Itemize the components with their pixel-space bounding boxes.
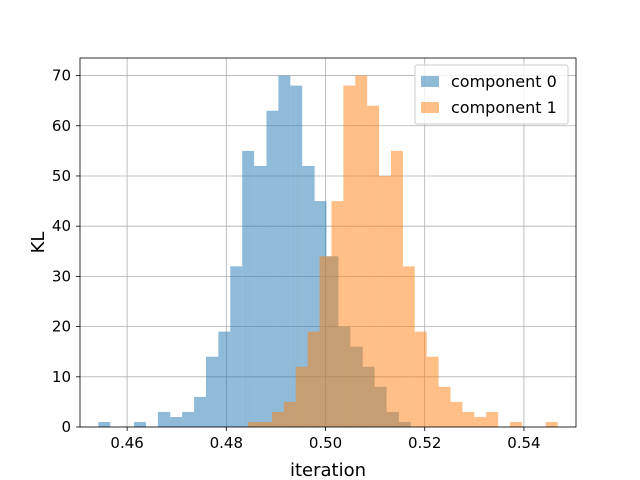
- y-tick-label: 50: [52, 167, 71, 185]
- x-tick-label: 0.48: [210, 434, 243, 452]
- histogram-bar: [319, 256, 332, 427]
- y-tick-label: 70: [52, 67, 71, 85]
- legend: component 0 component 1: [414, 64, 569, 125]
- ticks: 0.46 0.48 0.50 0.52 0.54 0 10 20 30 40 50 60 70: [52, 67, 541, 452]
- histogram-bar: [248, 421, 261, 427]
- y-tick-label: 40: [52, 217, 71, 235]
- histogram-bar: [295, 366, 308, 427]
- histogram-bar: [426, 356, 439, 427]
- histogram-bar: [414, 331, 427, 427]
- x-tick-label: 0.52: [408, 434, 441, 452]
- legend-swatch-component-1: [421, 102, 439, 113]
- legend-label-component-0: component 0: [451, 72, 557, 91]
- histogram-bar: [218, 331, 231, 427]
- histogram-bar: [170, 416, 183, 427]
- plot-frame: [79, 57, 577, 428]
- histogram-bar: [134, 421, 146, 427]
- y-tick-label: 10: [52, 368, 71, 386]
- x-tick-label: 0.50: [309, 434, 342, 452]
- histogram-bar: [194, 396, 206, 427]
- histogram-bar: [438, 386, 451, 427]
- histogram-bar: [402, 266, 415, 427]
- histogram-bar: [307, 331, 320, 427]
- y-tick-label: 60: [52, 117, 71, 135]
- histogram-bar: [157, 411, 171, 427]
- x-tick-label: 0.46: [110, 434, 143, 452]
- histogram-bar: [182, 411, 195, 427]
- histogram-bar: [486, 411, 499, 427]
- histogram-bar: [343, 85, 356, 427]
- legend-label-component-1: component 1: [451, 98, 557, 117]
- histogram-bar: [290, 85, 303, 427]
- legend-box: [414, 64, 569, 125]
- histogram-bar: [205, 356, 219, 427]
- histogram-bar: [545, 421, 558, 427]
- series-1-bars: [248, 75, 558, 428]
- histogram-bar: [462, 411, 475, 427]
- histogram-bar: [98, 421, 111, 427]
- legend-swatch-component-0: [421, 76, 439, 87]
- histogram-bar: [355, 75, 368, 428]
- x-tick-label: 0.54: [507, 434, 540, 452]
- histogram-bar: [230, 266, 243, 427]
- y-tick-label: 30: [52, 267, 71, 285]
- histogram-bar: [379, 175, 391, 427]
- bars: [98, 75, 558, 428]
- y-tick-label: 0: [61, 418, 71, 436]
- y-tick-label: 20: [52, 318, 71, 336]
- y-axis-label: KL: [28, 232, 49, 254]
- histogram-bar: [266, 110, 279, 427]
- histogram-bar: [260, 421, 272, 427]
- histogram-bar: [283, 401, 296, 427]
- histogram-bar: [450, 401, 463, 427]
- histogram-bar: [242, 150, 255, 427]
- histogram-bar: [271, 411, 284, 427]
- histogram-bar: [510, 421, 522, 427]
- histogram-bar: [474, 416, 487, 427]
- histogram-bar: [390, 150, 403, 427]
- histogram-bar: [331, 201, 344, 427]
- histogram-bar: [278, 75, 291, 428]
- histogram-bar: [254, 165, 267, 427]
- x-axis-label: iteration: [290, 460, 366, 480]
- histogram-bar: [367, 105, 380, 427]
